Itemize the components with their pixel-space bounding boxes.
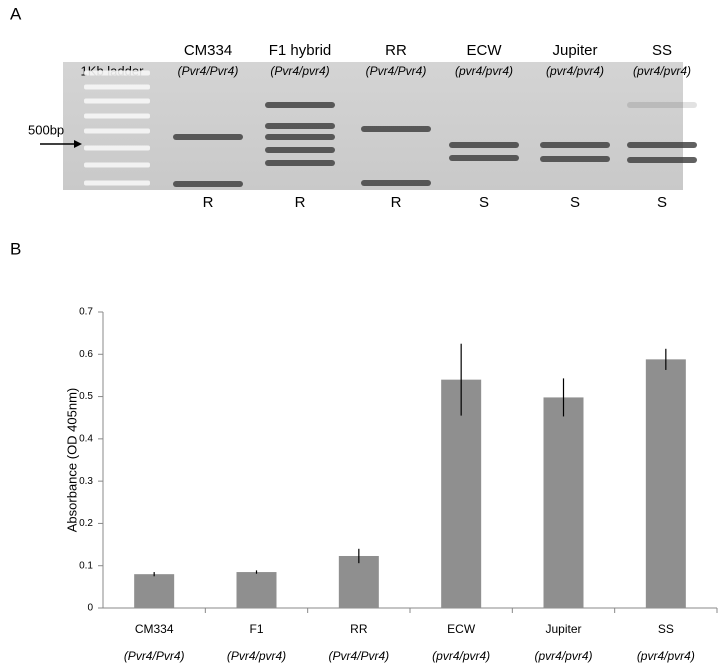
gel-band <box>173 134 243 140</box>
lane-name: SS <box>652 42 672 59</box>
bar <box>338 555 379 608</box>
gel-band <box>84 128 150 134</box>
panel-label: A <box>10 4 22 23</box>
phenotype: R <box>203 194 214 211</box>
y-axis-label: Absorbance (OD 405nm) <box>64 388 79 533</box>
bar <box>134 574 175 608</box>
lane-name: ECW <box>467 42 503 59</box>
x-tick-sublabel: (Pvr4/Pvr4) <box>328 649 389 663</box>
phenotype: R <box>295 194 306 211</box>
y-tick-label: 0.4 <box>79 433 93 444</box>
y-tick-label: 0.1 <box>79 560 93 571</box>
gel-band <box>449 155 519 161</box>
gel-band <box>84 113 150 119</box>
gel-band <box>265 123 335 129</box>
gel-band <box>84 84 150 90</box>
gel-band <box>84 180 150 186</box>
gel-band <box>84 162 150 168</box>
gel-band <box>84 98 150 104</box>
gel-band <box>361 180 431 186</box>
lane-genotype: (Pvr4/Pvr4) <box>366 64 427 78</box>
gel-band <box>627 102 697 108</box>
y-tick-label: 0.3 <box>79 476 93 487</box>
phenotype: S <box>570 194 580 211</box>
x-tick-label: SS <box>658 622 674 636</box>
phenotype: S <box>479 194 489 211</box>
x-tick-sublabel: (Pvr4/Pvr4) <box>124 649 185 663</box>
gel-band <box>84 70 150 76</box>
x-tick-sublabel: (pvr4/pvr4) <box>432 649 490 663</box>
phenotype: R <box>391 194 402 211</box>
gel-band <box>173 181 243 187</box>
lane-name: F1 hybrid <box>269 42 332 59</box>
y-tick-label: 0.5 <box>79 391 93 402</box>
gel-band <box>265 147 335 153</box>
y-tick-label: 0.2 <box>79 518 93 529</box>
marker-label: 500bp <box>28 122 64 137</box>
gel-band <box>540 156 610 162</box>
gel-band <box>265 102 335 108</box>
lane-name: Jupiter <box>552 42 597 59</box>
y-tick-label: 0.7 <box>79 307 93 318</box>
gel-band <box>627 157 697 163</box>
lane-genotype: (pvr4/pvr4) <box>546 64 604 78</box>
x-tick-sublabel: (pvr4/pvr4) <box>534 649 592 663</box>
lane-genotype: (Pvr4/Pvr4) <box>178 64 239 78</box>
bar <box>441 379 482 608</box>
lane-name: RR <box>385 42 407 59</box>
x-tick-label: RR <box>350 622 368 636</box>
x-tick-label: F1 <box>249 622 263 636</box>
bar <box>236 572 277 608</box>
gel-band <box>265 134 335 140</box>
bar <box>543 397 584 608</box>
phenotype: S <box>657 194 667 211</box>
gel-band <box>627 142 697 148</box>
x-tick-label: CM334 <box>135 622 174 636</box>
gel-band <box>361 126 431 132</box>
x-tick-sublabel: (pvr4/pvr4) <box>637 649 695 663</box>
lane-genotype: (pvr4/pvr4) <box>455 64 513 78</box>
gel-band <box>449 142 519 148</box>
gel-band <box>540 142 610 148</box>
gel-band <box>84 145 150 151</box>
bar <box>645 359 686 608</box>
arrow-head <box>74 140 82 148</box>
x-tick-label: Jupiter <box>545 622 581 636</box>
lane-genotype: (pvr4/pvr4) <box>633 64 691 78</box>
y-tick-label: 0 <box>87 603 93 614</box>
gel-band <box>265 160 335 166</box>
y-tick-label: 0.6 <box>79 349 93 360</box>
lane-genotype: (Pvr4/pvr4) <box>270 64 329 78</box>
lane-name: CM334 <box>184 42 232 59</box>
panel-label: B <box>10 239 21 258</box>
x-tick-sublabel: (Pvr4/pvr4) <box>227 649 286 663</box>
x-tick-label: ECW <box>447 622 476 636</box>
